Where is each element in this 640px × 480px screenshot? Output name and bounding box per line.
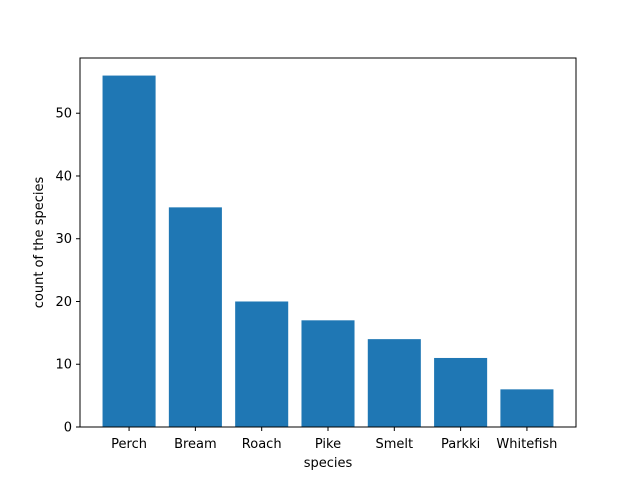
y-axis-label: count of the species [32,177,47,309]
x-axis-ticks: Perch Bream Roach Pike Smelt Parkki Whitefish [111,427,557,452]
y-tick-label: 50 [55,107,72,122]
x-tick-label: Perch [111,437,147,452]
x-axis-label: species [304,456,353,471]
x-tick-label: Roach [242,437,282,452]
y-tick-label: 30 [55,232,72,247]
x-tick-label: Whitefish [496,437,557,452]
y-tick-label: 10 [55,358,72,373]
x-tick-label: Parkki [441,437,480,452]
bar-smelt [367,339,421,427]
bar-perch [102,75,156,428]
bar-bream [168,207,222,427]
bar-parkki [434,357,488,427]
x-tick-label: Bream [174,437,217,452]
y-axis-ticks: 0 10 20 30 40 50 [55,107,80,436]
y-tick-label: 40 [55,169,72,184]
bars-group [102,75,554,428]
bar-roach [235,301,289,427]
x-tick-label: Pike [315,437,341,452]
x-tick-label: Smelt [375,437,413,452]
y-tick-label: 0 [64,421,72,436]
y-tick-label: 20 [55,295,72,310]
bar-whitefish [500,389,554,427]
bar-pike [301,320,355,427]
